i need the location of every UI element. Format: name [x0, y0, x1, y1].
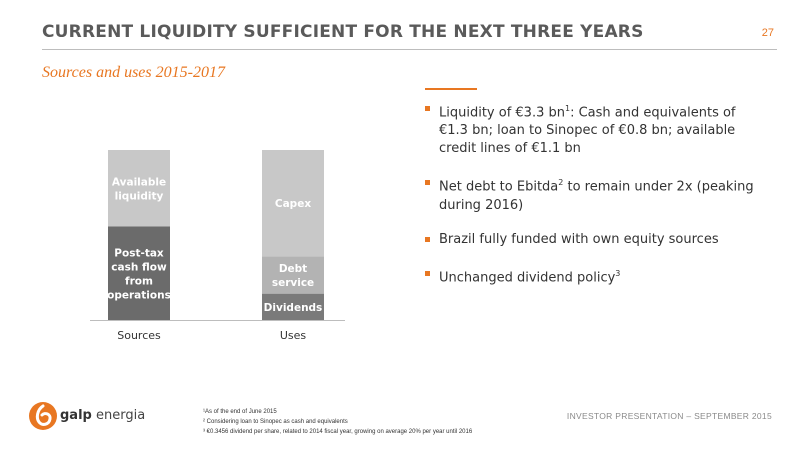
segment-label: Capex	[275, 198, 311, 210]
segment-label: liquidity	[115, 190, 164, 202]
bar-segment-dividends	[262, 293, 324, 320]
bullet-text: : Cash and equivalents of €1.3 bn; loan …	[439, 105, 736, 157]
footnote: ² Considering loan to Sinopec as cash an…	[203, 419, 348, 425]
segment-label: operations	[107, 289, 171, 301]
footnotes: ¹As of the end of June 2015 ² Considering…	[203, 407, 472, 437]
footnote-ref: 1	[564, 104, 571, 113]
segment-label: Debt	[279, 263, 307, 275]
bullet-square-icon	[425, 270, 430, 276]
category-label: Uses	[280, 329, 307, 342]
footnote-ref: 3	[615, 268, 621, 278]
bar-segment-debt-service	[262, 256, 324, 294]
logo-wordmark: galp energia	[60, 408, 145, 423]
bullet-text: Net debt to Ebitda	[439, 179, 559, 195]
title-divider	[42, 49, 777, 50]
bar-segment-available-liquidity	[108, 150, 170, 227]
logo-word-energia: energia	[95, 408, 146, 423]
bullet-text: to remain under 2x (peaking during 2016)	[439, 179, 754, 213]
bullet-item: Brazil fully funded with own equity sour…	[425, 231, 765, 249]
segment-label: cash flow	[111, 261, 167, 273]
segment-label: Dividends	[264, 302, 323, 314]
section-subtitle: Sources and uses 2015-2017	[42, 64, 225, 81]
bar-segment-post-tax-cash flow-from-operations	[108, 226, 170, 320]
page-number: 27	[761, 27, 774, 39]
galp-logo-icon	[29, 402, 57, 430]
bullet-item: Unchanged dividend policy3	[425, 265, 765, 287]
bullet-item: Net debt to Ebitda2 to remain under 2x (…	[425, 174, 765, 214]
bullet-text: Liquidity of €3.3 bn	[439, 105, 565, 121]
segment-label: service	[272, 277, 314, 289]
bullet-list: Liquidity of €3.3 bn1: Cash and equivale…	[425, 100, 765, 303]
bullet-item: Liquidity of €3.3 bn1: Cash and equivale…	[425, 100, 765, 158]
segment-label: from	[125, 275, 153, 287]
bullet-text: Brazil fully funded with own equity sour…	[439, 231, 719, 247]
page-title: CURRENT LIQUIDITY SUFFICIENT FOR THE NEX…	[42, 22, 644, 42]
category-label: Sources	[117, 329, 161, 342]
bar-segment-capex	[262, 150, 324, 257]
bullet-square-icon	[425, 180, 430, 186]
bullet-square-icon	[425, 106, 430, 111]
bullet-text: Unchanged dividend policy	[439, 269, 616, 285]
footnote-ref: 2	[558, 178, 564, 188]
footnote: ³ €0.3456 dividend per share, related to…	[203, 429, 473, 435]
footer-presentation-label: INVESTOR PRESENTATION – SEPTEMBER 2015	[566, 411, 772, 421]
logo-word-galp: galp	[60, 408, 92, 423]
accent-divider	[425, 88, 477, 90]
footnote: ¹As of the end of June 2015	[203, 409, 277, 415]
segment-label: Available	[112, 176, 166, 188]
segment-label: Post-tax	[114, 247, 164, 259]
bullet-square-icon	[425, 236, 430, 242]
